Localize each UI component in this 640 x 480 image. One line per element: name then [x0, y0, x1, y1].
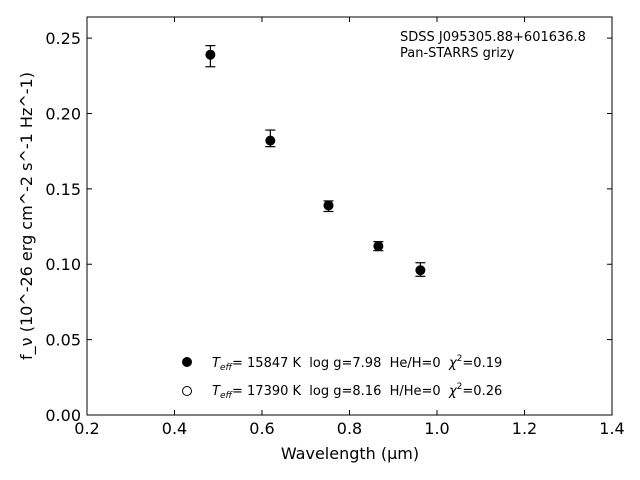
axes: 0.2 0.4 0.6 0.8 1.0 1.2 1.4 0.00 0.05 0.10 0.15 0.2…: [45, 16, 625, 438]
y-axis-label: f_ν (10^-26 erg cm^-2 s^-1 Hz^-1): [17, 72, 37, 360]
y-tick-label: 0.00: [45, 406, 81, 425]
data-point: [205, 49, 216, 60]
y-tick-label: 0.20: [45, 104, 81, 123]
data-point: [415, 265, 426, 276]
y-tick-label: 0.15: [45, 180, 81, 199]
annotation-survey: Pan-STARRS grizy: [400, 46, 515, 61]
legend-entry-1: Teff= 15847 K log g=7.98 He/H=0 χ2=0.19: [212, 354, 502, 373]
legend: Teff= 15847 K log g=7.98 He/H=0 χ2=0.19 …: [182, 354, 502, 401]
legend-entry-2: Teff= 17390 K log g=8.16 H/He=0 χ2=0.26: [212, 382, 502, 401]
x-tick-label: 1.4: [599, 419, 624, 438]
x-axis-label: Wavelength (μm): [281, 444, 419, 463]
x-tick-label: 1.0: [424, 419, 449, 438]
data-point: [373, 241, 384, 252]
x-tick-label: 0.4: [162, 419, 187, 438]
legend-marker-filled: [182, 357, 192, 367]
data-point: [265, 135, 276, 146]
x-tick-label: 0.8: [337, 419, 362, 438]
data-points: [205, 45, 426, 277]
y-tick-label: 0.10: [45, 255, 81, 274]
legend-marker-open: [182, 386, 192, 396]
data-point: [323, 200, 334, 211]
annotation-object-name: SDSS J095305.88+601636.8: [400, 30, 586, 45]
x-tick-label: 1.2: [512, 419, 537, 438]
y-tick-label: 0.05: [45, 331, 81, 350]
x-tick-label: 0.2: [74, 419, 99, 438]
x-tick-label: 0.6: [249, 419, 274, 438]
y-tick-label: 0.25: [45, 29, 81, 48]
